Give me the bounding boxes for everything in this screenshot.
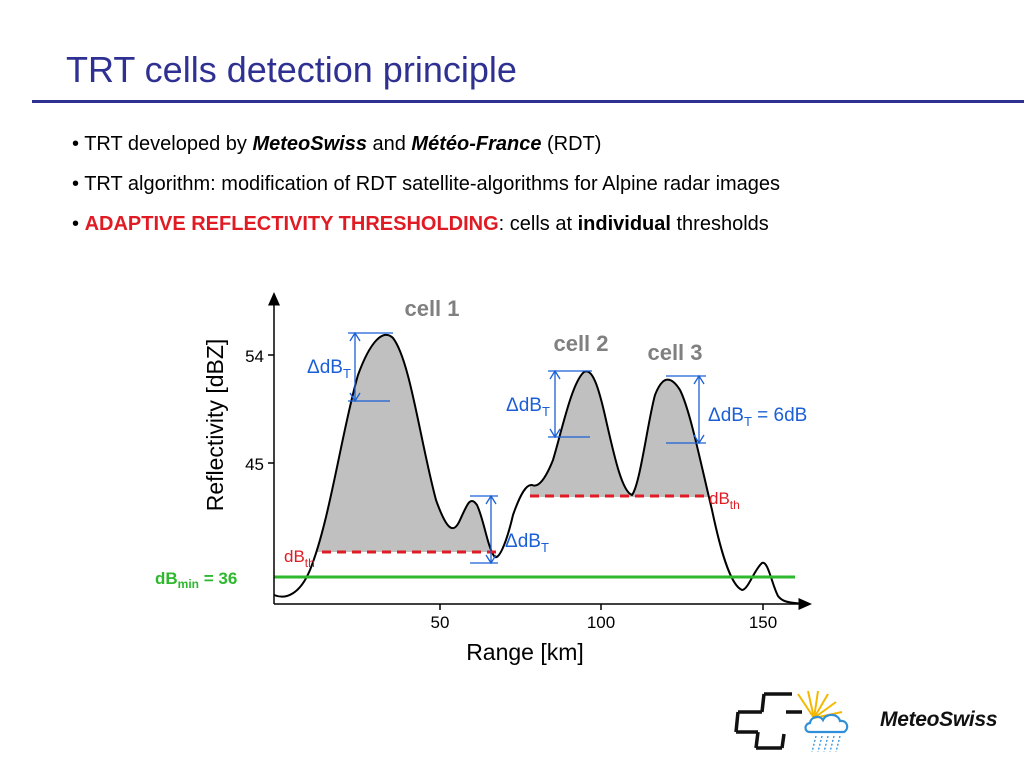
dbmin-label-sub: min [178, 577, 199, 591]
dbth-label-high: dBth [709, 489, 740, 512]
bullet-3-mid: : cells at [498, 213, 578, 235]
cell-2-3-fill [530, 371, 709, 497]
dbmin-label-value: = 36 [199, 569, 237, 588]
logo-wordmark: MeteoSwiss [880, 708, 998, 731]
org-meteoswiss: MeteoSwiss [252, 133, 367, 155]
delta-label-cell-1-sub: T [343, 366, 351, 381]
y-axis-title: Reflectivity [dBZ] [202, 339, 228, 512]
cell-2-label: cell 2 [553, 331, 608, 356]
y-tick-label-45: 45 [245, 455, 264, 474]
x-tick-label-150: 150 [749, 613, 777, 632]
delta-label-cell-3-value: = 6dB [752, 405, 807, 426]
delta-label-cell-1: ΔdBT [307, 357, 351, 381]
bullet-1-and: and [366, 133, 412, 155]
bullet-3-suffix: thresholds [670, 213, 769, 235]
bullet-3-bold: individual [577, 213, 671, 235]
x-axis-title: Range [km] [466, 639, 584, 665]
swiss-cross-icon [734, 692, 802, 750]
delta-label-cell-3-main: ΔdB [708, 405, 744, 426]
reflectivity-curve [273, 333, 803, 605]
bullet-developers: • TRT developed by MeteoSwiss and Météo-… [72, 124, 780, 164]
dbmin-label-main: dB [155, 569, 178, 588]
delta-label-small-cell-sub: T [541, 540, 549, 555]
dbth-label-low: dBth [284, 547, 315, 570]
dbmin-label: dBmin = 36 [155, 569, 237, 591]
dbth-label-low-sub: th [305, 556, 315, 570]
bullet-2-text: • TRT algorithm: modification of RDT sat… [72, 173, 781, 195]
bullet-list: • TRT developed by MeteoSwiss and Météo-… [72, 124, 780, 244]
delta-label-cell-1-main: ΔdB [307, 357, 343, 378]
delta-label-cell-2-sub: T [542, 404, 550, 419]
bullet-algorithm: • TRT algorithm: modification of RDT sat… [72, 164, 780, 204]
rain-icon [811, 735, 841, 753]
axes [268, 292, 812, 610]
cell-1-label: cell 1 [404, 296, 459, 321]
delta-label-cell-3-sub: T [744, 414, 752, 429]
delta-label-cell-3: ΔdBT = 6dB [708, 405, 807, 429]
delta-label-cell-2: ΔdBT [506, 395, 550, 419]
delta-label-cell-2-main: ΔdB [506, 395, 542, 416]
delta-label-small-cell: ΔdBT [505, 531, 549, 555]
bullet-thresholding: • ADAPTIVE REFLECTIVITY THRESHOLDING: ce… [72, 204, 780, 244]
page-title: TRT cells detection principle [66, 49, 517, 90]
title-divider [32, 100, 1024, 103]
dbth-label-high-main: dB [709, 489, 730, 508]
cell-fill-areas [316, 334, 709, 552]
delta-marker-cell-1 [348, 331, 393, 403]
x-tick-label-50: 50 [431, 613, 450, 632]
dbth-label-high-sub: th [730, 498, 740, 512]
y-tick-label-54: 54 [245, 347, 264, 366]
bullet-1-suffix: (RDT) [541, 133, 602, 155]
logo-emblem [734, 690, 849, 753]
org-meteo-france: Météo-France [411, 133, 542, 155]
cloud-icon [804, 713, 849, 734]
delta-marker-small-cell [470, 494, 498, 565]
bullet-1-prefix: • TRT developed by [72, 133, 253, 155]
bullet-3-highlight: ADAPTIVE REFLECTIVITY THRESHOLDING [84, 213, 499, 235]
cell-3-label: cell 3 [647, 340, 702, 365]
cell-1-fill [316, 334, 492, 552]
sun-icon [797, 690, 843, 719]
meteoswiss-logo: MeteoSwiss [734, 688, 1014, 758]
delta-marker-cell-2 [548, 369, 592, 439]
delta-marker-cell-3 [666, 374, 706, 445]
x-tick-label-100: 100 [587, 613, 615, 632]
delta-label-small-cell-main: ΔdB [505, 531, 541, 552]
dbth-label-low-main: dB [284, 547, 305, 566]
bullet-3-prefix: • [72, 213, 85, 235]
